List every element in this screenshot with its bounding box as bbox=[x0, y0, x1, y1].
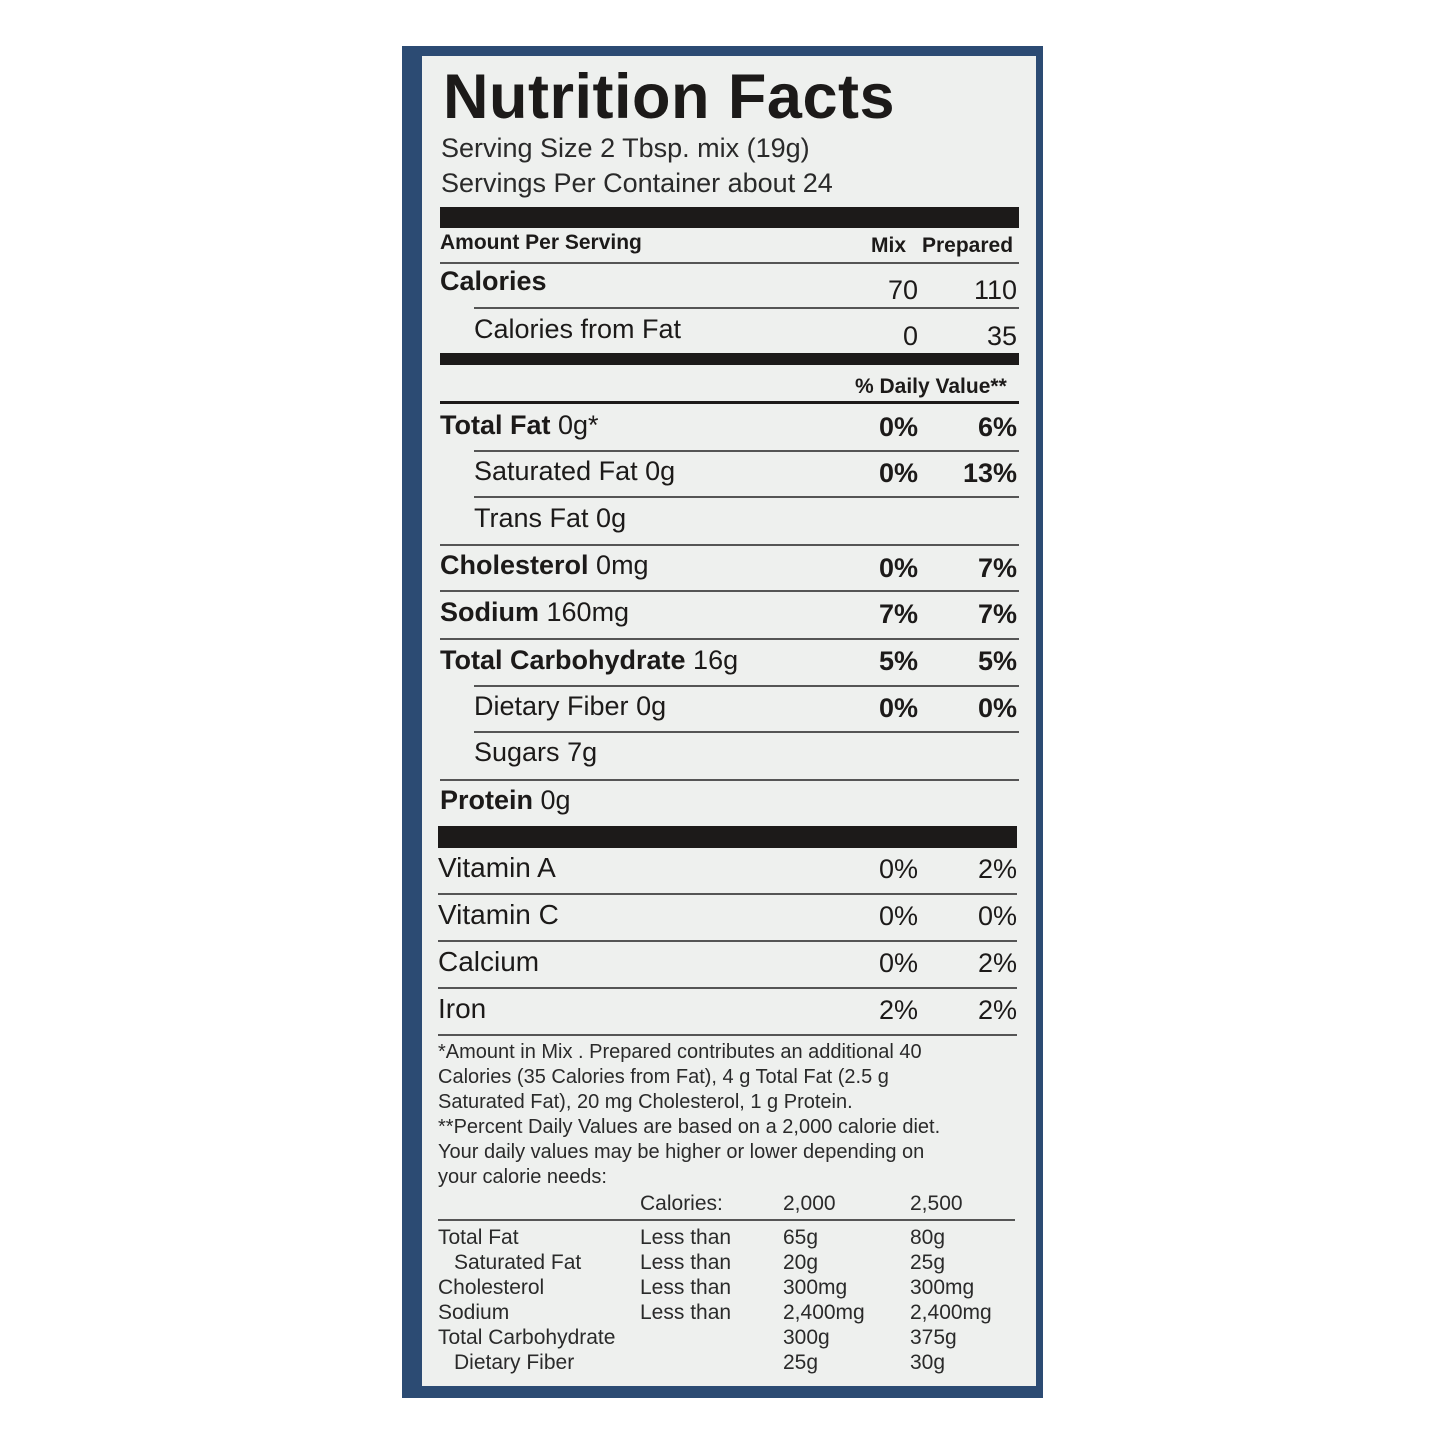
sodium-prepared-dv: 7% bbox=[977, 599, 1017, 629]
divider bbox=[474, 685, 1019, 687]
nutrient-total-carbohydrate: Total Carbohydrate 16g bbox=[440, 645, 739, 675]
sodium-mix-dv: 7% bbox=[878, 599, 918, 629]
nutrient-dietary-fiber: Dietary Fiber 0g bbox=[474, 691, 667, 721]
nutrient-sodium: Sodium 160mg bbox=[440, 597, 630, 627]
vitamin-a-prepared: 2% bbox=[977, 854, 1017, 884]
dv-row-2500: 2,400mg bbox=[910, 1301, 992, 1324]
divider bbox=[440, 401, 1019, 404]
calcium-mix: 0% bbox=[878, 948, 918, 978]
footnote-line: Your daily values may be higher or lower… bbox=[438, 1141, 925, 1163]
vitamin-a-label: Vitamin A bbox=[438, 852, 556, 883]
dv-row-label: Total Carbohydrate bbox=[438, 1326, 616, 1349]
nutrition-label bbox=[422, 56, 1036, 1386]
footnote-line: **Percent Daily Values are based on a 2,… bbox=[438, 1116, 941, 1138]
footnote-line: *Amount in Mix . Prepared contributes an… bbox=[438, 1041, 922, 1063]
dv-table-2000-header: 2,000 bbox=[783, 1192, 836, 1215]
thick-divider bbox=[440, 353, 1019, 365]
dv-row-2000: 2,400mg bbox=[783, 1301, 865, 1324]
cholesterol-prepared-dv: 7% bbox=[977, 553, 1017, 583]
dv-row-label: Cholesterol bbox=[438, 1276, 545, 1299]
footnote-line: Saturated Fat), 20 mg Cholesterol, 1 g P… bbox=[438, 1091, 853, 1113]
total-fat-mix-dv: 0% bbox=[878, 412, 918, 442]
dv-row-qualifier: Less than bbox=[640, 1251, 732, 1274]
calories-mix: 70 bbox=[887, 275, 918, 305]
dv-row-2500: 300mg bbox=[910, 1276, 975, 1299]
dv-row-qualifier: Less than bbox=[640, 1226, 732, 1249]
calories-from-fat-mix: 0 bbox=[902, 321, 918, 351]
thick-divider bbox=[438, 826, 1017, 848]
vitamin-c-label: Vitamin C bbox=[438, 899, 559, 930]
dietary-fiber-mix-dv: 0% bbox=[878, 693, 918, 723]
dv-row-qualifier: Less than bbox=[640, 1276, 732, 1299]
divider bbox=[440, 262, 1019, 264]
divider bbox=[440, 779, 1019, 781]
nutrient-sugars: Sugars 7g bbox=[474, 737, 598, 767]
saturated-fat-mix-dv: 0% bbox=[878, 458, 918, 488]
footnote-line: your calorie needs: bbox=[438, 1166, 607, 1188]
dv-row-2000: 300mg bbox=[783, 1276, 848, 1299]
calcium-label: Calcium bbox=[438, 946, 540, 977]
divider bbox=[474, 496, 1019, 498]
footnote-line: Calories (35 Calories from Fat), 4 g Tot… bbox=[438, 1066, 889, 1088]
divider bbox=[440, 638, 1019, 640]
iron-label: Iron bbox=[438, 993, 487, 1024]
prepared-column-header: Prepared bbox=[922, 234, 1014, 257]
divider bbox=[474, 450, 1019, 452]
nutrient-saturated-fat: Saturated Fat 0g bbox=[474, 456, 676, 486]
divider bbox=[438, 1219, 1015, 1221]
servings-per-container: Servings Per Container about 24 bbox=[441, 168, 833, 198]
thick-divider bbox=[440, 207, 1019, 228]
nutrient-total-fat: Total Fat 0g* bbox=[440, 410, 599, 440]
dv-table-calories-header: Calories: bbox=[640, 1192, 723, 1215]
dv-row-qualifier: Less than bbox=[640, 1301, 732, 1324]
total-carbohydrate-prepared-dv: 5% bbox=[977, 646, 1017, 676]
dv-row-label: Saturated Fat bbox=[454, 1251, 582, 1274]
divider bbox=[438, 987, 1017, 989]
dv-row-label: Total Fat bbox=[438, 1226, 519, 1249]
calories-from-fat-label: Calories from Fat bbox=[474, 314, 682, 344]
vitamin-a-mix: 0% bbox=[878, 854, 918, 884]
cholesterol-mix-dv: 0% bbox=[878, 553, 918, 583]
calories-label: Calories bbox=[440, 266, 547, 296]
total-carbohydrate-mix-dv: 5% bbox=[878, 646, 918, 676]
divider bbox=[438, 940, 1017, 942]
total-fat-prepared-dv: 6% bbox=[977, 412, 1017, 442]
dv-row-2000: 300g bbox=[783, 1326, 830, 1349]
dv-row-label: Dietary Fiber bbox=[454, 1351, 575, 1374]
dv-row-2500: 375g bbox=[910, 1326, 957, 1349]
dv-row-2500: 30g bbox=[910, 1351, 946, 1374]
vitamin-c-mix: 0% bbox=[878, 901, 918, 931]
dv-table-2500-header: 2,500 bbox=[910, 1192, 963, 1215]
nutrient-cholesterol: Cholesterol 0mg bbox=[440, 550, 649, 580]
calories-prepared: 110 bbox=[973, 275, 1017, 305]
dv-row-2500: 25g bbox=[910, 1251, 946, 1274]
label-title: Nutrition Facts bbox=[443, 62, 896, 132]
calories-from-fat-prepared: 35 bbox=[986, 321, 1017, 351]
dv-row-2500: 80g bbox=[910, 1226, 946, 1249]
divider bbox=[438, 1034, 1017, 1036]
saturated-fat-prepared-dv: 13% bbox=[962, 458, 1017, 488]
divider bbox=[474, 307, 1019, 309]
divider bbox=[474, 731, 1019, 733]
calcium-prepared: 2% bbox=[977, 948, 1017, 978]
dietary-fiber-prepared-dv: 0% bbox=[977, 693, 1017, 723]
nutrient-protein: Protein 0g bbox=[440, 785, 571, 815]
dv-row-label: Sodium bbox=[438, 1301, 510, 1324]
nutrient-trans-fat: Trans Fat 0g bbox=[474, 503, 627, 533]
divider bbox=[438, 893, 1017, 895]
amount-per-serving: Amount Per Serving bbox=[440, 231, 642, 254]
divider bbox=[440, 590, 1019, 592]
dv-row-2000: 65g bbox=[783, 1226, 819, 1249]
iron-mix: 2% bbox=[878, 995, 918, 1025]
mix-column-header: Mix bbox=[871, 234, 907, 257]
divider bbox=[440, 544, 1019, 546]
dv-row-2000: 25g bbox=[783, 1351, 819, 1374]
daily-value-header: % Daily Value** bbox=[855, 375, 1007, 398]
serving-size: Serving Size 2 Tbsp. mix (19g) bbox=[441, 133, 810, 163]
dv-row-2000: 20g bbox=[783, 1251, 819, 1274]
iron-prepared: 2% bbox=[977, 995, 1017, 1025]
vitamin-c-prepared: 0% bbox=[977, 901, 1017, 931]
